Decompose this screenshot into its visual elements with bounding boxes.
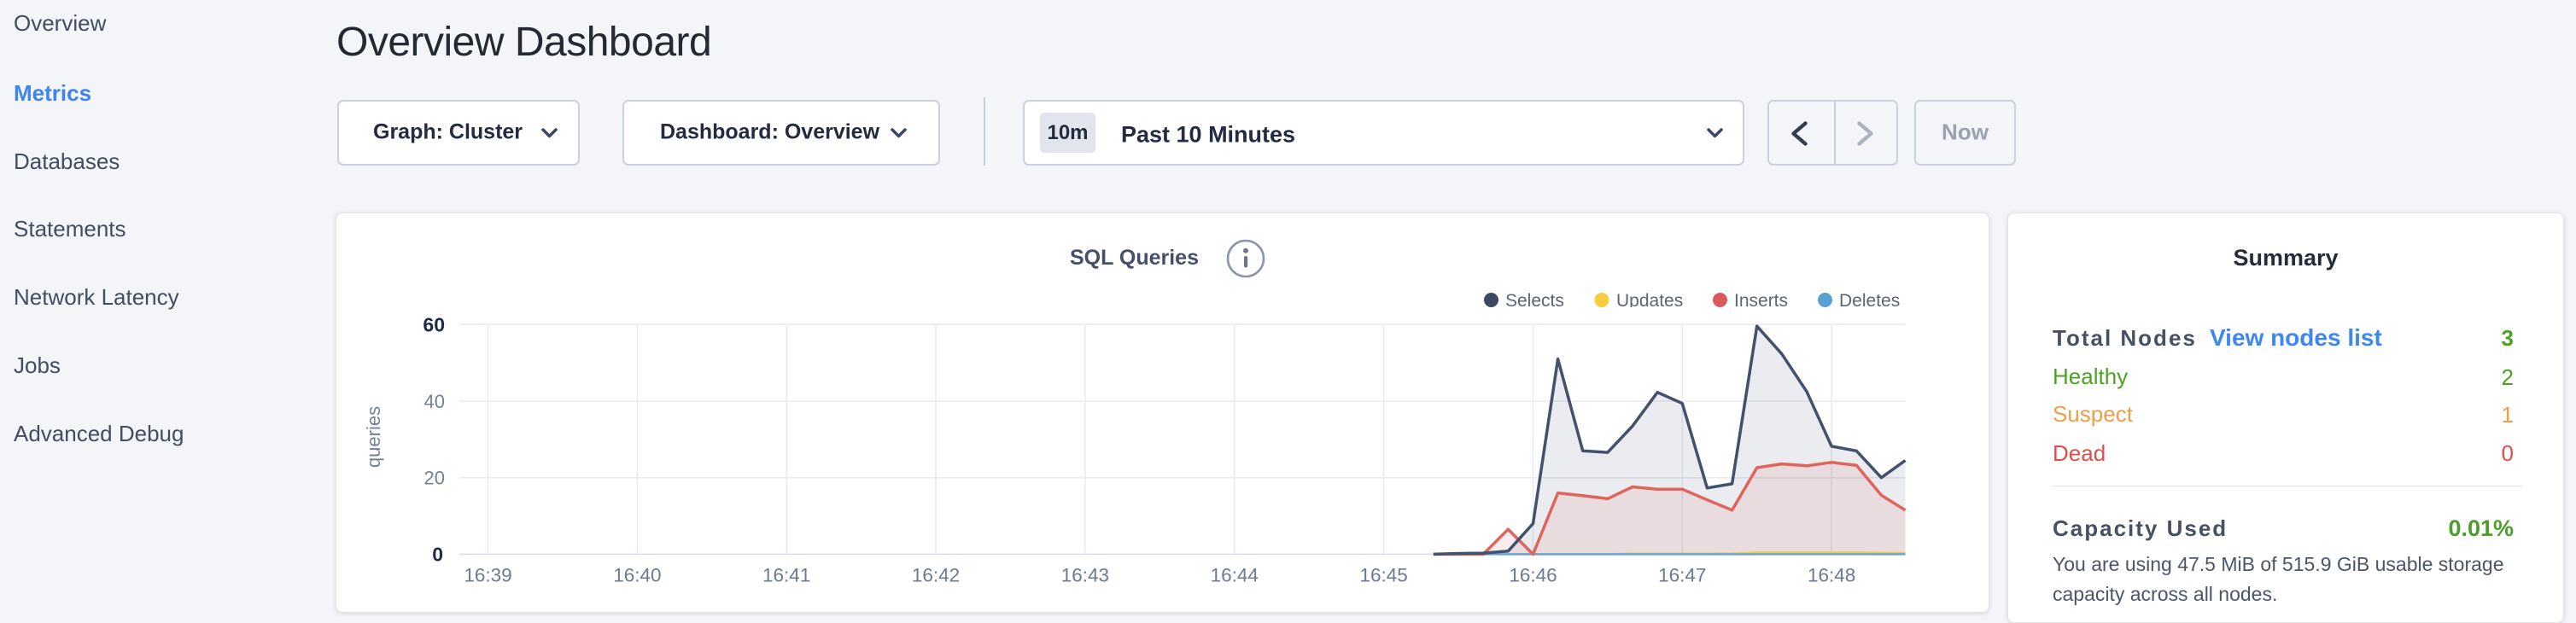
svg-text:16:40: 16:40 [613, 565, 661, 586]
svg-text:Deletes: Deletes [1839, 291, 1900, 307]
svg-text:16:45: 16:45 [1359, 565, 1407, 586]
svg-text:16:39: 16:39 [464, 565, 511, 586]
svg-text:16:41: 16:41 [762, 565, 810, 586]
svg-text:16:48: 16:48 [1808, 565, 1855, 586]
svg-text:queries: queries [363, 406, 384, 468]
svg-text:16:44: 16:44 [1211, 565, 1259, 586]
svg-text:Updates: Updates [1616, 291, 1683, 307]
svg-text:16:43: 16:43 [1061, 565, 1109, 586]
svg-text:40: 40 [424, 391, 445, 412]
svg-text:60: 60 [423, 313, 445, 335]
svg-text:16:47: 16:47 [1658, 565, 1706, 586]
svg-text:16:46: 16:46 [1509, 565, 1557, 586]
svg-text:16:42: 16:42 [912, 565, 960, 586]
svg-text:Inserts: Inserts [1734, 291, 1788, 307]
svg-text:20: 20 [424, 468, 445, 489]
svg-text:0: 0 [432, 543, 443, 565]
svg-text:Selects: Selects [1505, 291, 1564, 307]
